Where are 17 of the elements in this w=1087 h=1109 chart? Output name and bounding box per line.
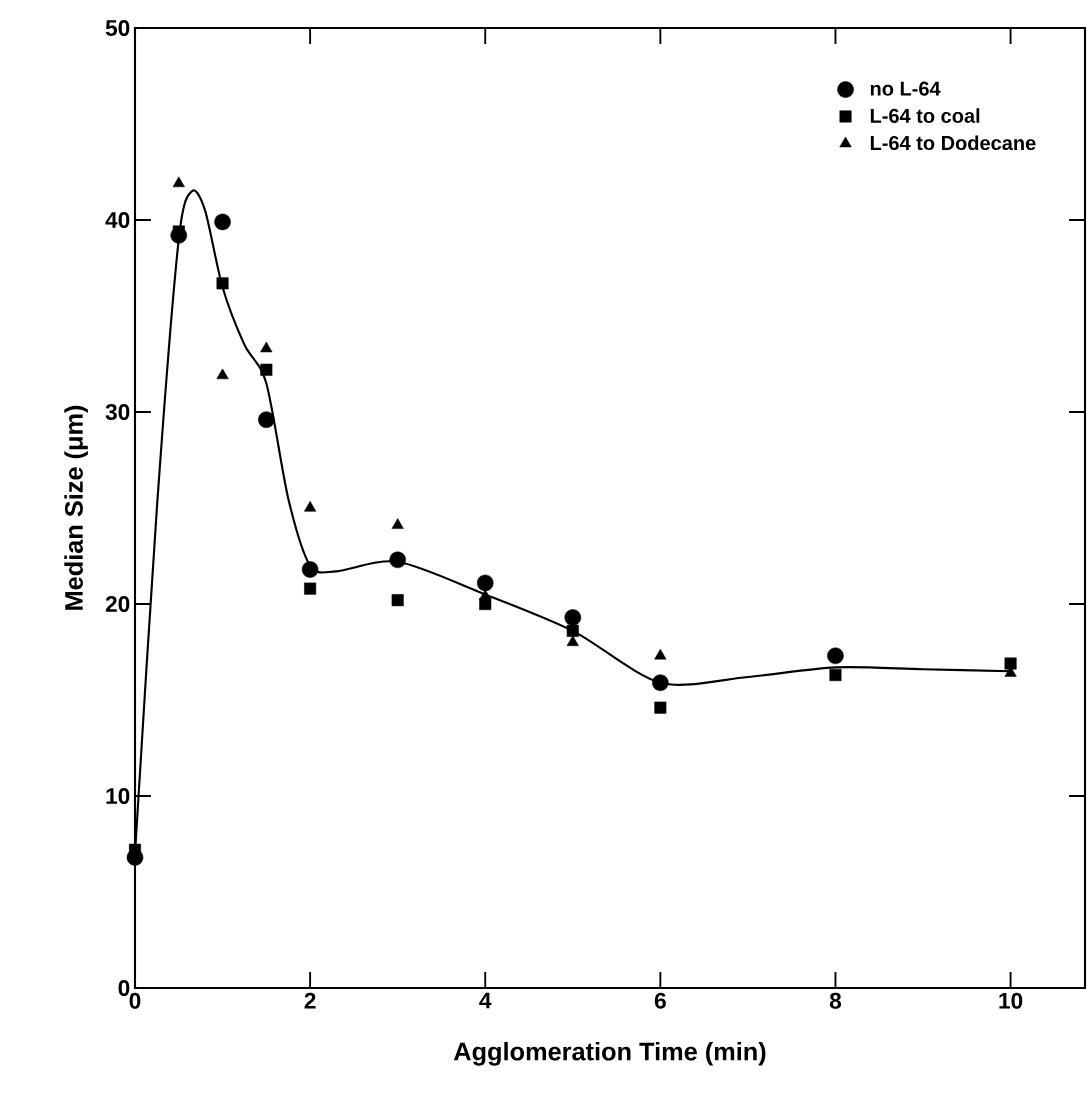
legend-label: L-64 to coal <box>870 108 980 123</box>
y-tick-label: 0 <box>118 979 130 997</box>
x-tick-label: 4 <box>479 992 492 1009</box>
x-tick-label: 8 <box>829 992 842 1009</box>
legend-label: L-64 to Dodecane <box>870 135 1036 151</box>
x-tick-label: 6 <box>654 992 666 1009</box>
y-tick-label: 50 <box>105 19 130 37</box>
x-tick-label: 10 <box>999 992 1023 1009</box>
y-tick-label: 20 <box>105 595 130 613</box>
legend-label: no L-64 <box>870 81 941 96</box>
y-tick-label: 30 <box>105 403 130 421</box>
x-tick-label: 0 <box>129 992 141 1009</box>
y-axis-title: Median Size (μm) <box>64 405 88 610</box>
x-tick-label: 2 <box>304 992 316 1009</box>
x-axis-title: Agglomeration Time (min) <box>453 1041 766 1066</box>
y-tick-label: 10 <box>106 787 130 805</box>
y-tick-label: 40 <box>105 211 130 229</box>
